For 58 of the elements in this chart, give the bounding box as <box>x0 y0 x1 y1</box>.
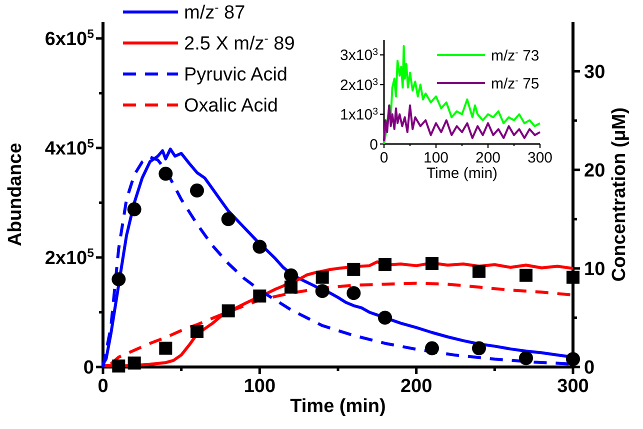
point <box>253 290 266 303</box>
point <box>346 286 361 300</box>
x-tick-label: 300 <box>557 376 589 398</box>
y-tick-label: 6x10$^{5}$ <box>44 27 94 50</box>
point <box>190 184 204 198</box>
x-axis-title: Time (min) <box>426 165 498 182</box>
point <box>347 262 360 276</box>
y-tick-label: 0 <box>370 136 378 154</box>
point <box>378 310 392 325</box>
y2-tick-label: 20 <box>584 160 606 182</box>
legend-label: 2.5 X m/z$^{-}$ 89 <box>184 32 295 55</box>
y2-tick-label: 0 <box>584 358 595 379</box>
x-tick-label: 200 <box>475 149 501 166</box>
point <box>519 351 533 366</box>
point <box>159 342 172 355</box>
x-tick-label: 0 <box>98 376 108 398</box>
point <box>566 270 580 284</box>
point <box>520 268 532 282</box>
x-tick-label: 300 <box>527 149 553 166</box>
x-tick-label: 100 <box>244 376 276 398</box>
point <box>221 212 236 226</box>
point <box>128 356 141 370</box>
line-series <box>383 104 541 142</box>
point <box>378 258 392 271</box>
point <box>252 240 267 254</box>
y-tick-label: 4x10$^{5}$ <box>44 136 94 160</box>
point <box>315 284 330 298</box>
y-tick-label: 3x10$^{3}$ <box>340 46 378 64</box>
point <box>472 341 486 356</box>
y-axis-title: Abundance <box>5 142 26 246</box>
point <box>222 304 235 318</box>
y2-tick-label: 30 <box>584 62 606 83</box>
point <box>426 257 438 270</box>
legend-label: m/z$^{-}$ 73 <box>491 46 540 64</box>
point <box>425 341 439 356</box>
point <box>127 202 142 216</box>
legend-label: Pyruvic Acid <box>184 64 288 86</box>
legend-label: m/z$^{-}$ 75 <box>491 74 540 92</box>
y-tick-label: 2x10$^{5}$ <box>44 246 94 270</box>
x-tick-label: 100 <box>423 149 449 166</box>
point <box>112 360 126 373</box>
point <box>566 352 580 366</box>
y-tick-label: 2x10$^{3}$ <box>340 76 378 94</box>
point <box>472 264 486 278</box>
y-tick-label: 0 <box>83 358 94 379</box>
point <box>190 325 204 338</box>
y2-tick-label: 10 <box>584 259 606 280</box>
y-tick-label: 1x10$^{3}$ <box>340 106 378 124</box>
legend-label: Oxalic Acid <box>184 96 278 117</box>
point <box>284 280 298 294</box>
legend-label: m/z$^{-}$ 87 <box>184 0 246 24</box>
point <box>284 268 298 282</box>
x-axis-title: Time (min) <box>290 396 386 417</box>
point <box>316 270 329 284</box>
x-tick-label: 200 <box>400 376 432 398</box>
y2-axis-title: Concentration (μM) <box>609 107 630 282</box>
point <box>112 272 126 286</box>
point <box>158 166 173 181</box>
